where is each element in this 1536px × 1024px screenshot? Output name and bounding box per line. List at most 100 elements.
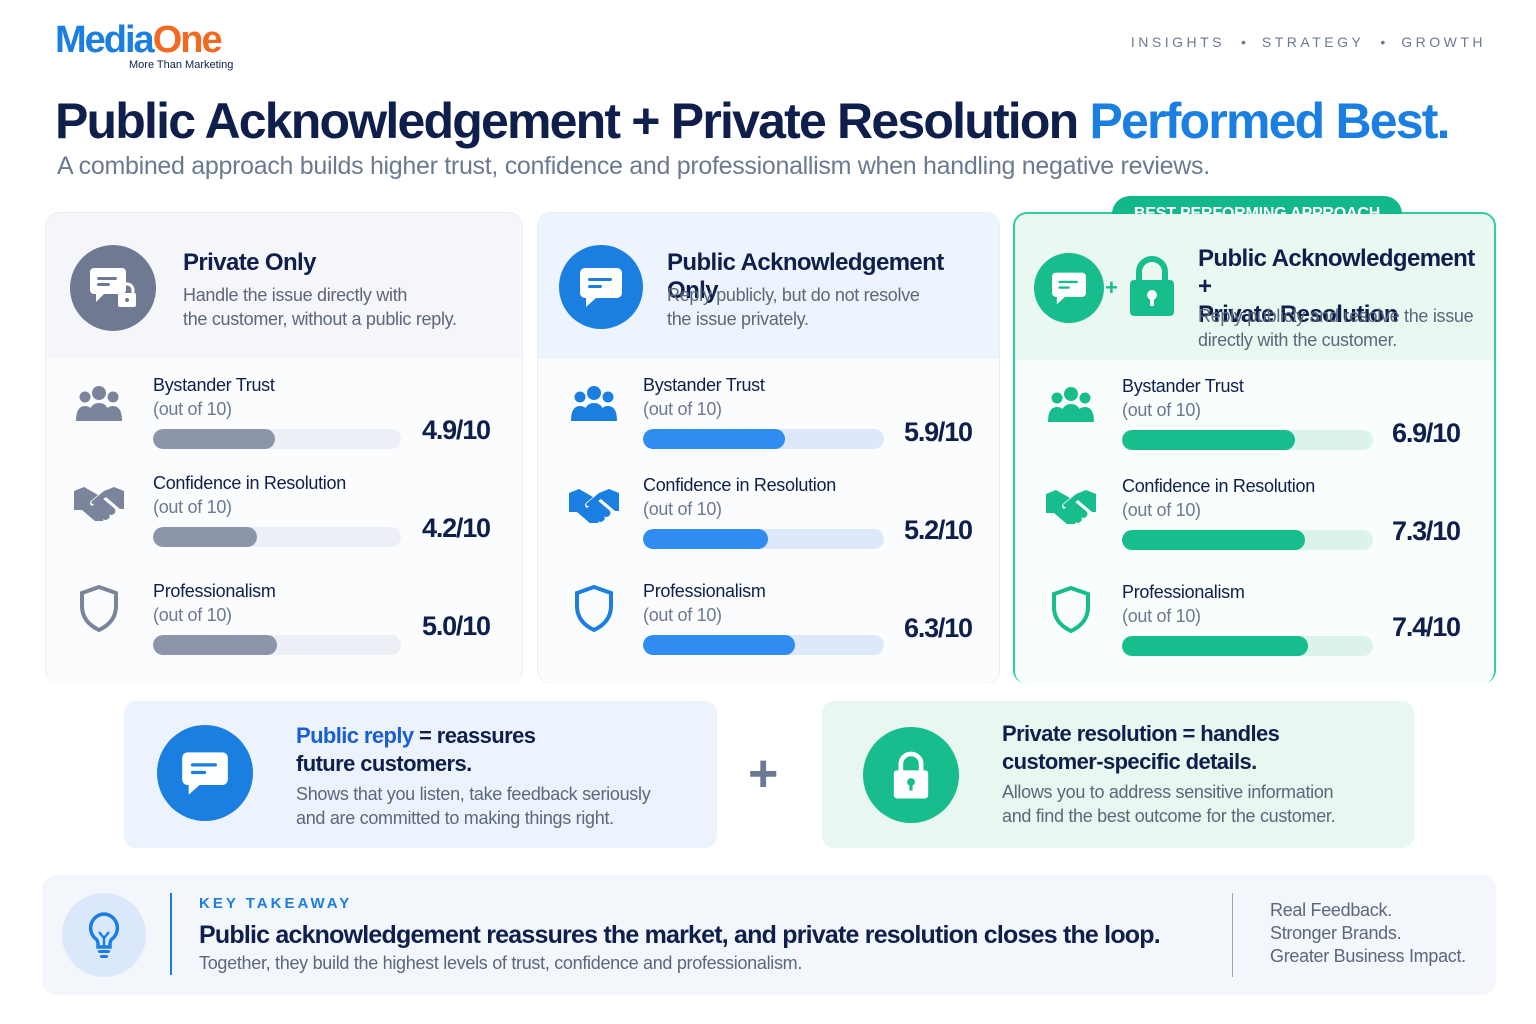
- metric-bar-track: [1122, 530, 1373, 550]
- key-takeaway: KEY TAKEAWAY Public acknowledgement reas…: [42, 875, 1496, 995]
- metric-bar-fill: [153, 429, 275, 449]
- metric-bystander-trust: Bystander Trust (out of 10) 6.9/10: [1015, 376, 1494, 476]
- metric-scale: (out of 10): [643, 399, 722, 419]
- card-metrics: Bystander Trust (out of 10) 6.9/10 Confi…: [1015, 360, 1494, 685]
- padlock-icon: [1127, 254, 1177, 318]
- metric-confidence: Confidence in Resolution (out of 10) 7.3…: [1015, 476, 1494, 576]
- chat-lock-icon: [70, 245, 156, 331]
- metric-label: Bystander Trust: [643, 375, 765, 395]
- top-nav: INSIGHTS • STRATEGY • GROWTH: [1131, 34, 1486, 50]
- card-title: Public Acknowledgement + Private Resolut…: [1198, 245, 1475, 328]
- metric-confidence: Confidence in Resolution (out of 10) 5.2…: [538, 475, 999, 575]
- nav-insights: INSIGHTS: [1130, 34, 1225, 50]
- card-title: Public Acknowledgement Only: [667, 249, 944, 304]
- metric-bar-fill: [1122, 636, 1308, 656]
- metric-bar-fill: [1122, 530, 1306, 550]
- brand-logo: MediaOne More Than Marketing: [55, 19, 233, 71]
- metric-value: 6.9/10: [1392, 418, 1461, 448]
- card-metrics: Bystander Trust (out of 10) 4.9/10 Confi…: [46, 359, 522, 684]
- metric-bar-track: [643, 635, 884, 655]
- takeaway-slogan: Real Feedback. Stronger Brands. Greater …: [1270, 900, 1466, 966]
- metric-label: Bystander Trust: [153, 375, 275, 395]
- card-title: Private Only: [183, 249, 316, 276]
- brand-name: MediaOne: [55, 19, 223, 61]
- metric-scale: (out of 10): [153, 497, 232, 517]
- chat-bubble-icon: [157, 725, 253, 821]
- divider: [170, 893, 172, 975]
- metric-bystander-trust: Bystander Trust (out of 10) 5.9/10: [538, 375, 999, 475]
- card-header: Public Acknowledgement Only Reply public…: [538, 213, 999, 359]
- chat-bubble-icon: [1034, 253, 1104, 323]
- metric-scale: (out of 10): [153, 399, 232, 419]
- metric-bar-fill: [153, 635, 277, 655]
- metric-label: Confidence in Resolution: [643, 475, 836, 495]
- card-description: Reply publicly, but do not resolve the i…: [667, 285, 920, 329]
- metric-value: 5.9/10: [904, 417, 973, 447]
- metric-confidence: Confidence in Resolution (out of 10) 4.2…: [46, 473, 522, 573]
- metric-bar-track: [153, 429, 401, 449]
- plus-icon: +: [1105, 275, 1118, 300]
- metric-scale: (out of 10): [1122, 400, 1201, 420]
- divider: [1232, 893, 1233, 977]
- metric-bystander-trust: Bystander Trust (out of 10) 4.9/10: [46, 375, 522, 475]
- metric-professionalism: Professionalism (out of 10) 5.0/10: [46, 581, 522, 681]
- metric-bar-fill: [643, 429, 786, 449]
- metric-label: Professionalism: [643, 581, 766, 601]
- metric-value: 4.9/10: [422, 415, 491, 445]
- card-public-only: Public Acknowledgement Only Reply public…: [537, 212, 1000, 684]
- page-headline: Public Acknowledgement + Private Resolut…: [55, 93, 1451, 149]
- handshake-icon: [1043, 476, 1099, 532]
- metric-bar-track: [1122, 430, 1373, 450]
- metric-label: Professionalism: [153, 581, 276, 601]
- metric-bar-track: [1122, 636, 1373, 656]
- card-combined-approach: BEST PERFORMING APPROACH + Public Acknow…: [1013, 196, 1496, 685]
- metric-professionalism: Professionalism (out of 10) 6.3/10: [538, 581, 999, 681]
- nav-separator: •: [1241, 34, 1246, 50]
- shield-icon: [1043, 582, 1099, 638]
- metric-value: 5.0/10: [422, 611, 491, 641]
- metric-value: 7.3/10: [1392, 516, 1461, 546]
- takeaway-subtext: Together, they build the highest levels …: [199, 953, 803, 973]
- metric-scale: (out of 10): [643, 499, 722, 519]
- plus-icon: +: [748, 745, 779, 803]
- takeaway-label: KEY TAKEAWAY: [199, 895, 353, 912]
- metric-label: Confidence in Resolution: [1122, 476, 1315, 496]
- shield-icon: [71, 581, 127, 637]
- brand-tagline: More Than Marketing: [129, 59, 234, 71]
- metric-value: 7.4/10: [1392, 612, 1461, 642]
- handshake-icon: [566, 475, 622, 531]
- takeaway-headline: Public acknowledgement reassures the mar…: [199, 921, 1161, 949]
- chat-bubble-icon: [559, 245, 643, 329]
- metric-bar-track: [153, 527, 401, 547]
- metric-scale: (out of 10): [643, 605, 722, 625]
- metric-scale: (out of 10): [153, 605, 232, 625]
- nav-strategy: STRATEGY: [1261, 34, 1365, 50]
- panel-public-reply: Public reply = reassures future customer…: [124, 701, 717, 848]
- panel-description: Shows that you listen, take feedback ser…: [296, 784, 651, 828]
- metric-professionalism: Professionalism (out of 10) 7.4/10: [1015, 582, 1494, 682]
- metric-label: Bystander Trust: [1122, 376, 1244, 396]
- card-header: Private Only Handle the issue directly w…: [46, 213, 522, 359]
- metric-bar-track: [643, 529, 884, 549]
- headline-accent: Performed Best.: [1089, 93, 1450, 149]
- metric-bar-fill: [643, 529, 769, 549]
- people-icon: [566, 375, 622, 431]
- metric-bar-fill: [1122, 430, 1296, 450]
- metric-scale: (out of 10): [1122, 500, 1201, 520]
- metric-label: Confidence in Resolution: [153, 473, 346, 493]
- metric-label: Professionalism: [1122, 582, 1245, 602]
- nav-growth: GROWTH: [1401, 34, 1486, 50]
- people-icon: [71, 375, 127, 431]
- metric-bar-fill: [153, 527, 258, 547]
- lightbulb-icon: [62, 893, 146, 977]
- shield-icon: [566, 581, 622, 637]
- nav-separator: •: [1380, 34, 1386, 50]
- panel-description: Allows you to address sensitive informat…: [1002, 782, 1336, 826]
- card-description: Reply publicly and resolve the issue dir…: [1198, 306, 1474, 350]
- card-private-only: Private Only Handle the issue directly w…: [45, 212, 523, 684]
- panel-title: Private resolution = handles customer-sp…: [1002, 721, 1280, 774]
- handshake-icon: [71, 473, 127, 529]
- metric-bar-track: [643, 429, 884, 449]
- padlock-icon: [863, 727, 959, 823]
- card-metrics: Bystander Trust (out of 10) 5.9/10 Confi…: [538, 359, 999, 684]
